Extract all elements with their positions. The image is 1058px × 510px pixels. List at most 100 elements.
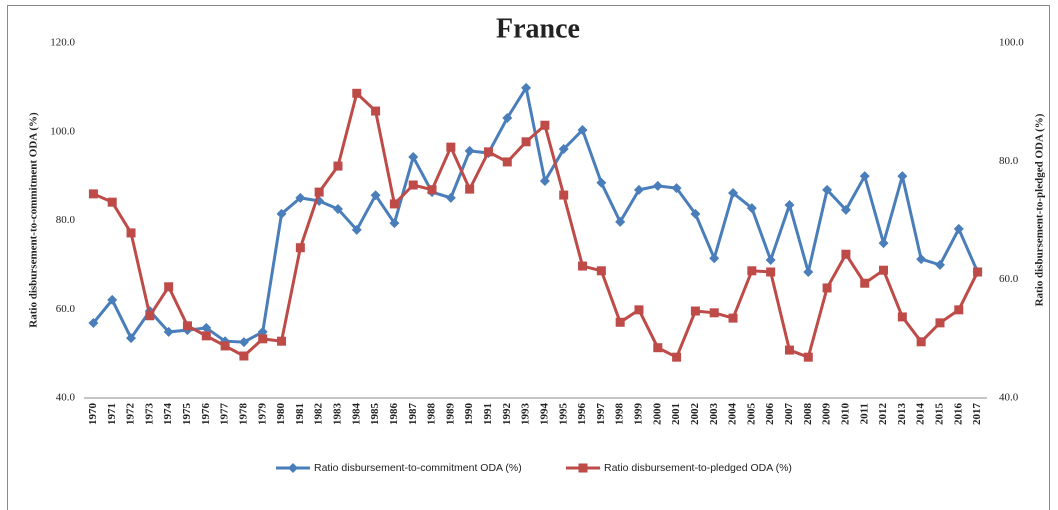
x-tick-label: 1976 [200, 403, 212, 426]
data-point [220, 341, 230, 351]
chart-title: France [496, 13, 580, 44]
data-point [728, 187, 739, 198]
data-point [784, 199, 795, 210]
data-point [859, 171, 870, 182]
data-point [596, 266, 606, 276]
data-point [953, 223, 964, 234]
x-tick-label: 2014 [915, 403, 927, 426]
data-point [653, 343, 663, 353]
data-point [238, 337, 249, 348]
x-tick-label: 2008 [802, 403, 814, 426]
x-tick-label: 1997 [595, 403, 607, 426]
data-point [672, 352, 682, 362]
x-tick-label: 2004 [727, 403, 739, 426]
data-point [502, 112, 513, 123]
data-point [558, 144, 569, 155]
data-point [897, 171, 908, 182]
data-point [709, 308, 719, 318]
data-point [483, 147, 493, 157]
data-point [728, 313, 738, 323]
data-point [559, 190, 569, 200]
x-tick-label: 1982 [313, 403, 325, 426]
data-point [295, 243, 305, 253]
data-point [163, 326, 174, 337]
data-point [822, 184, 833, 195]
y-tick-label: 100.0 [50, 125, 75, 137]
data-point [746, 203, 757, 214]
data-point [841, 249, 851, 259]
x-tick-label: 2010 [839, 403, 851, 426]
x-tick-label: 1974 [162, 403, 174, 426]
data-point [954, 305, 964, 315]
x-tick-label: 1988 [426, 403, 438, 426]
x-tick-label: 1999 [633, 403, 645, 426]
legend-label: Ratio disbursement-to-commitment ODA (%) [314, 462, 522, 474]
x-tick-label: 1995 [557, 403, 569, 426]
data-point [88, 318, 99, 329]
data-point [578, 261, 588, 271]
data-point [352, 88, 362, 98]
data-point [295, 192, 306, 203]
data-point [596, 177, 607, 188]
data-point [973, 267, 983, 277]
data-point [935, 318, 945, 328]
data-point [445, 192, 456, 203]
x-tick-label: 2009 [821, 403, 833, 426]
data-point [427, 185, 437, 195]
data-point [182, 321, 192, 331]
data-point [314, 187, 324, 197]
x-tick-label: 1980 [275, 403, 287, 426]
data-point [351, 224, 362, 235]
x-tick-label: 2012 [877, 403, 889, 426]
x-tick-label: 1977 [219, 403, 231, 426]
x-tick-label: 2007 [783, 403, 795, 426]
data-point [652, 180, 663, 191]
data-point [389, 199, 399, 209]
data-point [521, 137, 531, 147]
x-tick-label: 1985 [369, 403, 381, 426]
data-point [239, 351, 249, 361]
data-point [88, 189, 98, 199]
data-point [370, 190, 381, 201]
legend-marker [578, 463, 588, 473]
data-point [539, 176, 550, 187]
data-point [465, 184, 475, 194]
x-tick-label: 1975 [181, 403, 193, 426]
x-tick-label: 2017 [971, 403, 983, 426]
data-point [389, 218, 400, 229]
x-tick-label: 1970 [87, 403, 99, 426]
data-point [502, 157, 512, 167]
data-point [332, 203, 343, 214]
data-point [371, 106, 381, 116]
x-tick-label: 1986 [388, 403, 400, 426]
x-tick-label: 2015 [934, 403, 946, 426]
y-tick-label: 60.0 [56, 303, 76, 315]
x-tick-label: 2013 [896, 403, 908, 426]
data-point [276, 208, 287, 219]
x-tick-label: 2005 [745, 403, 757, 426]
data-point [107, 197, 117, 207]
x-tick-label: 1973 [143, 403, 155, 426]
data-point [258, 334, 268, 344]
data-point [201, 331, 211, 341]
x-tick-label: 1971 [106, 403, 118, 425]
data-point [784, 345, 794, 355]
data-point [878, 238, 889, 249]
data-point [765, 254, 776, 265]
data-point [126, 228, 136, 238]
legend-marker [288, 463, 298, 473]
data-point [446, 142, 456, 152]
x-tick-label: 2016 [952, 403, 964, 426]
data-point [333, 161, 343, 171]
data-point [634, 305, 644, 315]
data-point [747, 266, 757, 276]
data-point [107, 294, 118, 305]
x-tick-label: 1979 [256, 403, 268, 426]
data-point [577, 124, 588, 135]
y-tick-label: 80.0 [56, 214, 76, 226]
y2-tick-label: 80.0 [999, 155, 1019, 167]
data-point [709, 253, 720, 264]
x-tick-label: 1978 [237, 403, 249, 426]
x-tick-label: 2003 [708, 403, 720, 426]
